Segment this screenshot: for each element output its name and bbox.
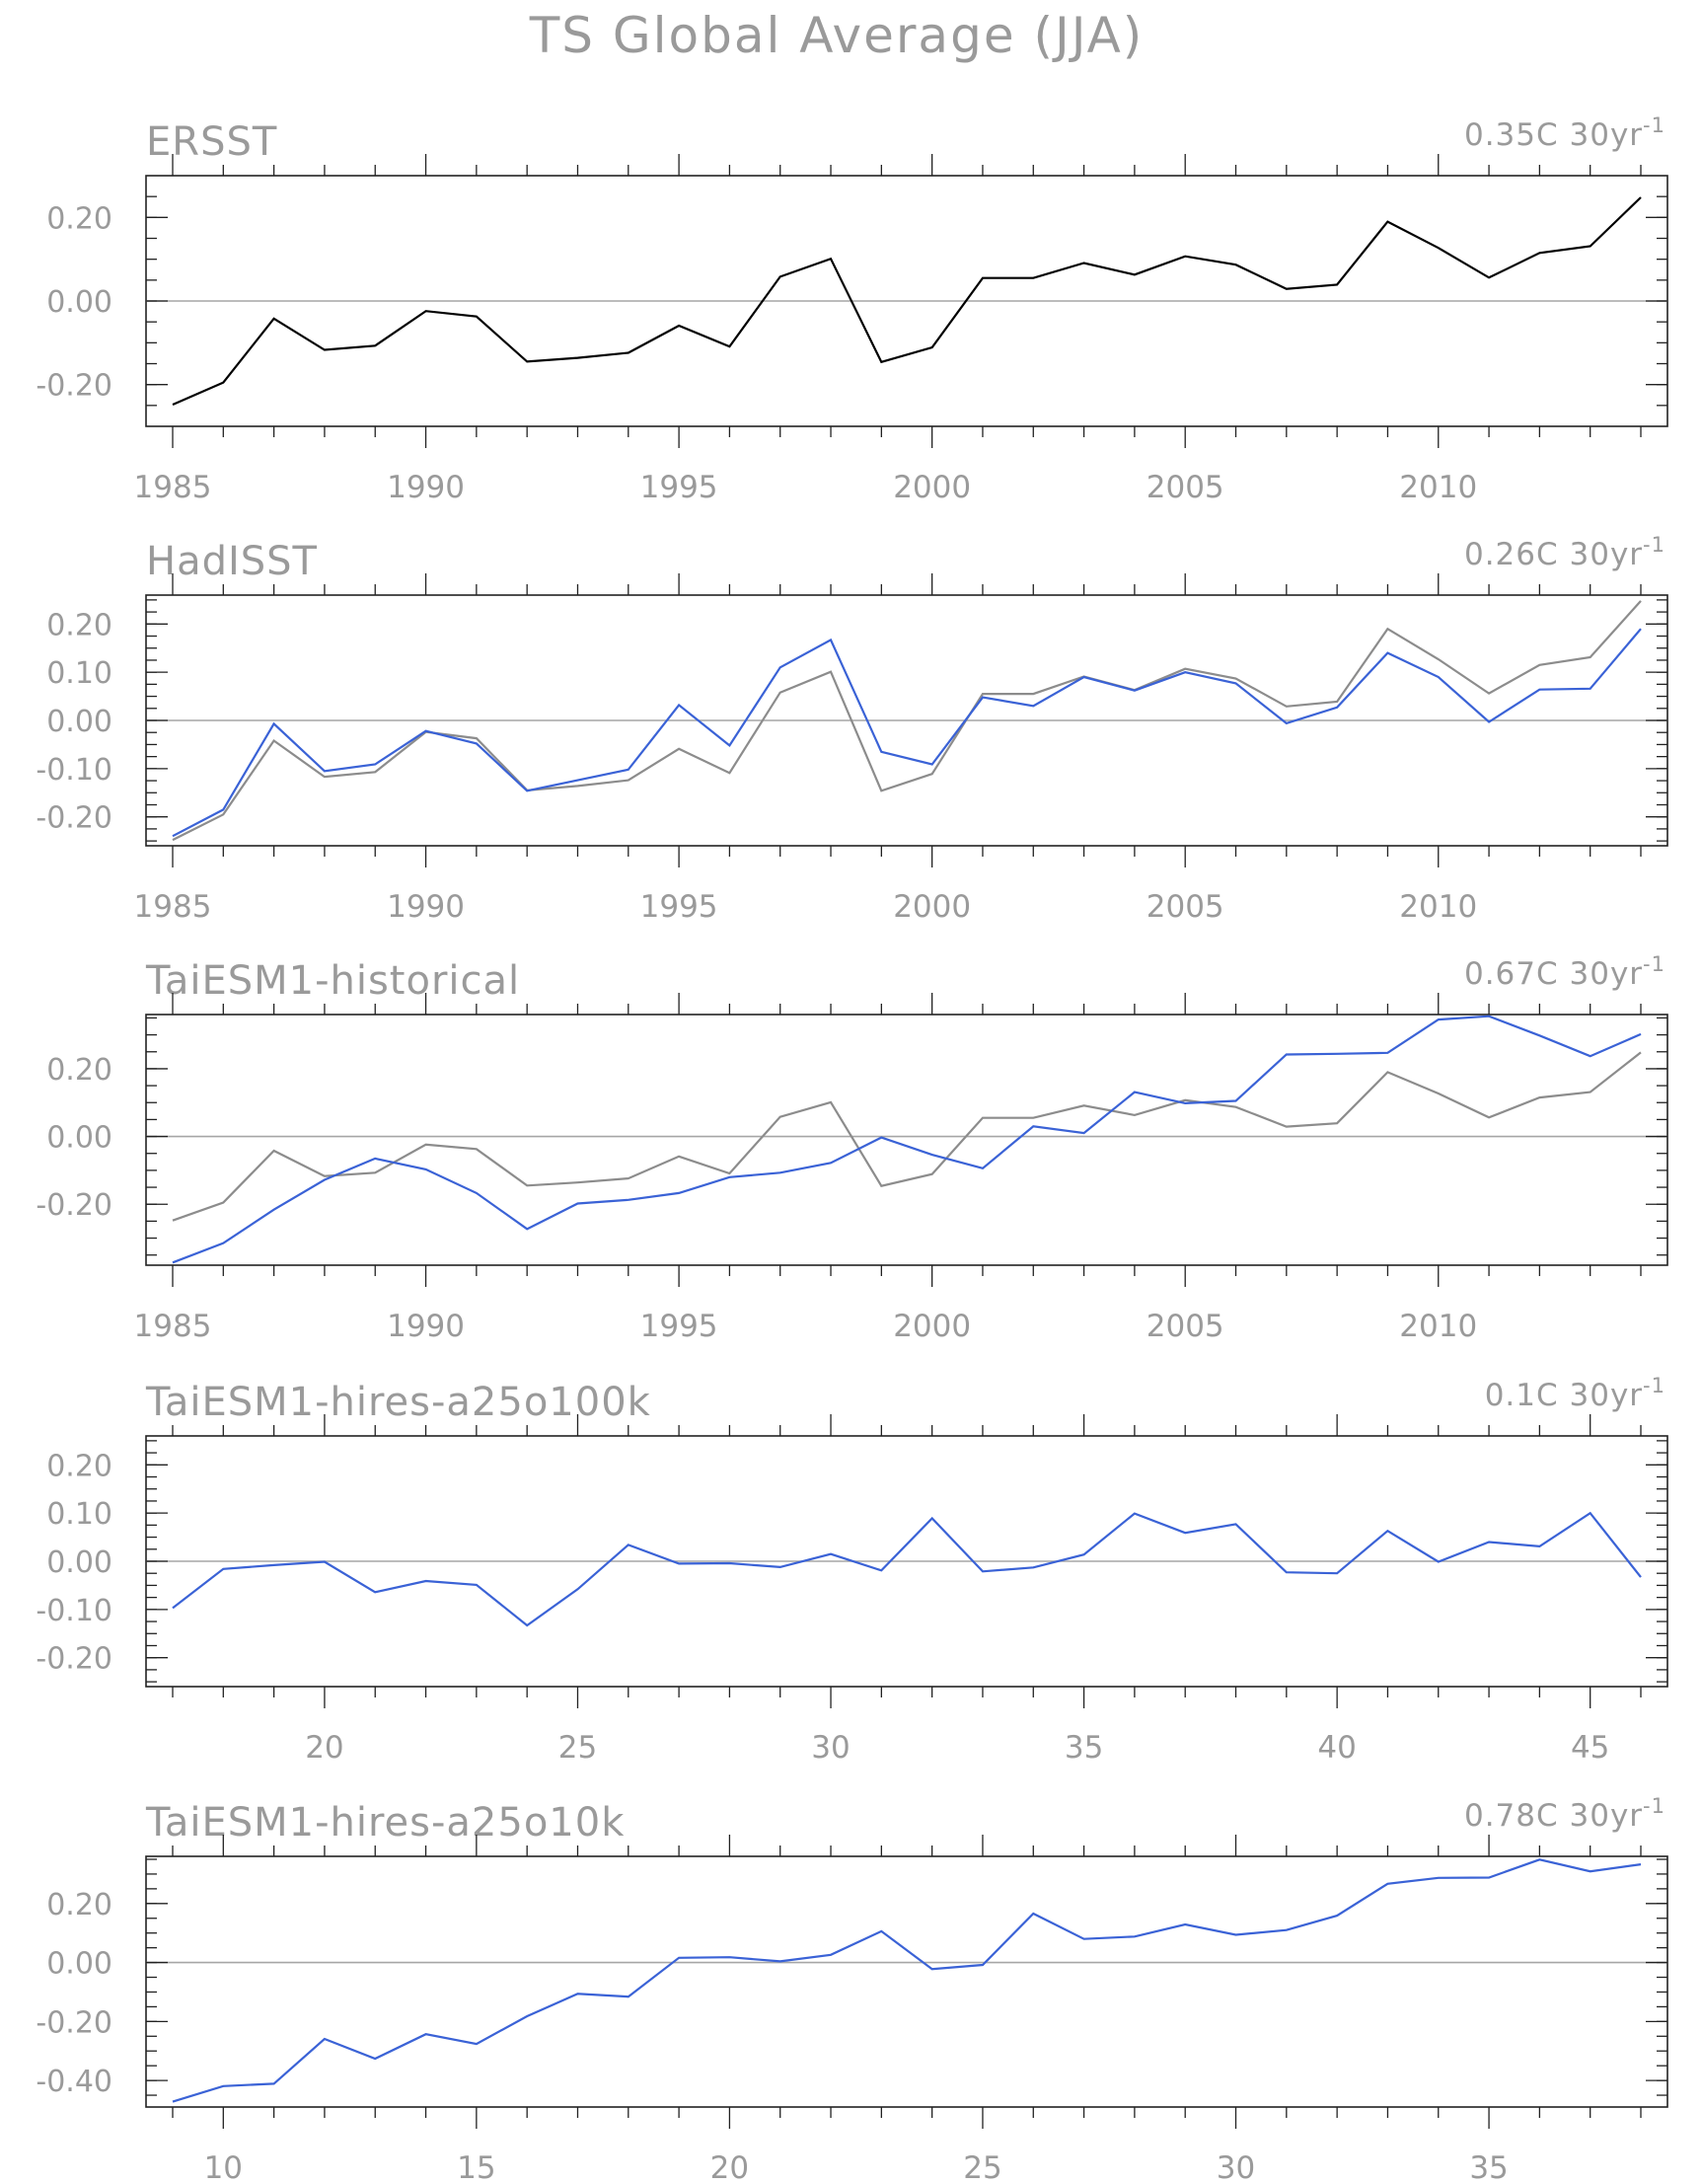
x-tick-label: 1990: [387, 889, 465, 925]
x-tick-label: 30: [811, 1730, 850, 1766]
x-tick-label: 30: [1217, 2150, 1255, 2184]
x-tick-label: 1990: [387, 470, 465, 505]
y-tick-label: 0.00: [46, 1947, 112, 1982]
x-tick-label: 35: [1065, 1730, 1103, 1766]
x-tick-label: 2000: [893, 470, 971, 505]
y-tick-label: 0.00: [46, 285, 112, 320]
x-tick-label: 2010: [1399, 470, 1477, 505]
trend-label: 0.35C 30yr-1: [1464, 113, 1665, 153]
y-tick-label: -0.10: [36, 753, 112, 788]
y-tick-label: 0.20: [46, 1888, 112, 1922]
trend-label: 0.1C 30yr-1: [1485, 1374, 1665, 1413]
y-tick-label: 0.10: [46, 656, 112, 691]
y-tick-label: 0.20: [46, 608, 112, 642]
panel-title: HadISST: [146, 539, 318, 584]
x-tick-label: 2010: [1399, 889, 1477, 925]
x-tick-label: 1985: [134, 889, 212, 925]
x-tick-label: 1995: [640, 1309, 718, 1344]
reference-series-line: [172, 196, 1642, 407]
model-series-line: [172, 1511, 1642, 1627]
x-tick-label: 35: [1469, 2150, 1508, 2184]
y-tick-label: 0.20: [46, 201, 112, 236]
y-tick-label: -0.10: [36, 1594, 112, 1628]
trend-value: 0.78C 30yr: [1464, 1798, 1643, 1834]
x-tick-label: 25: [963, 2150, 1001, 2184]
trend-exponent: -1: [1643, 1794, 1665, 1818]
panel-2: HadISST 0.26C 30yr-1 0.20 0.10 0.00 -0.10 -0.2…: [36, 533, 1668, 925]
panel-5: TaiESM1-hires-a25o10k 0.78C 30yr-1 0.20 0.0…: [36, 1794, 1668, 2184]
x-tick-label: 2005: [1147, 889, 1224, 925]
trend-label: 0.78C 30yr-1: [1464, 1794, 1665, 1834]
y-tick-label: 0.00: [46, 1121, 112, 1156]
x-tick-label: 2005: [1147, 470, 1224, 505]
x-tick-label: 1990: [387, 1309, 465, 1344]
trend-exponent: -1: [1643, 952, 1665, 976]
y-tick-label: -0.20: [36, 369, 112, 404]
panel-title: TaiESM1-hires-a25o10k: [145, 1800, 625, 1845]
x-tick-label: 25: [558, 1730, 597, 1766]
y-tick-label: -0.20: [36, 1188, 112, 1223]
figure-title: TS Global Average (JJA): [529, 7, 1145, 64]
x-tick-label: 10: [204, 2150, 243, 2184]
y-tick-label: -0.20: [36, 1642, 112, 1677]
panel-title: TaiESM1-historical: [145, 958, 520, 1004]
trend-value: 0.35C 30yr: [1464, 117, 1643, 153]
trend-value: 0.26C 30yr: [1464, 537, 1643, 572]
model-series-line: [172, 628, 1642, 838]
x-tick-label: 1995: [640, 470, 718, 505]
reference-series-line: [172, 600, 1642, 842]
panel-title: ERSST: [146, 119, 277, 165]
x-tick-label: 40: [1317, 1730, 1356, 1766]
trend-exponent: -1: [1643, 113, 1665, 137]
plot-frame: [145, 1855, 1668, 2108]
model-series-line: [172, 1015, 1642, 1264]
trend-value: 0.1C 30yr: [1485, 1378, 1643, 1413]
x-tick-label: 2000: [893, 889, 971, 925]
y-tick-label: -0.20: [36, 2005, 112, 2040]
panel-4: TaiESM1-hires-a25o100k 0.1C 30yr-1 0.20 0.1…: [36, 1374, 1668, 1766]
trend-label: 0.26C 30yr-1: [1464, 533, 1665, 572]
panel-3: TaiESM1-historical 0.67C 30yr-1 0.20 0.00 -0…: [36, 952, 1668, 1344]
x-tick-label: 15: [457, 2150, 495, 2184]
plot-frame: [145, 1014, 1668, 1266]
reference-series-line: [172, 1051, 1642, 1222]
x-tick-label: 1995: [640, 889, 718, 925]
y-tick-label: -0.20: [36, 801, 112, 836]
x-tick-label: 20: [305, 1730, 343, 1766]
y-tick-label: 0.20: [46, 1449, 112, 1483]
x-tick-label: 20: [710, 2150, 749, 2184]
x-tick-label: 2005: [1147, 1309, 1224, 1344]
y-tick-label: 0.00: [46, 1545, 112, 1580]
x-tick-label: 1985: [134, 1309, 212, 1344]
panel-title: TaiESM1-hires-a25o100k: [145, 1380, 651, 1425]
trend-exponent: -1: [1643, 533, 1665, 557]
y-tick-label: -0.40: [36, 2065, 112, 2099]
y-tick-label: 0.00: [46, 705, 112, 739]
trend-label: 0.67C 30yr-1: [1464, 952, 1665, 992]
x-tick-label: 1985: [134, 470, 212, 505]
y-tick-label: 0.20: [46, 1053, 112, 1088]
trend-exponent: -1: [1643, 1374, 1665, 1397]
y-tick-label: 0.10: [46, 1497, 112, 1532]
x-tick-label: 2000: [893, 1309, 971, 1344]
panel-1: ERSST 0.35C 30yr-1 0.20 0.00 -0.20 1985 1990 19…: [36, 113, 1668, 505]
x-tick-label: 2010: [1399, 1309, 1477, 1344]
trend-value: 0.67C 30yr: [1464, 956, 1643, 992]
model-series-line: [172, 1858, 1642, 2103]
x-tick-label: 45: [1571, 1730, 1609, 1766]
